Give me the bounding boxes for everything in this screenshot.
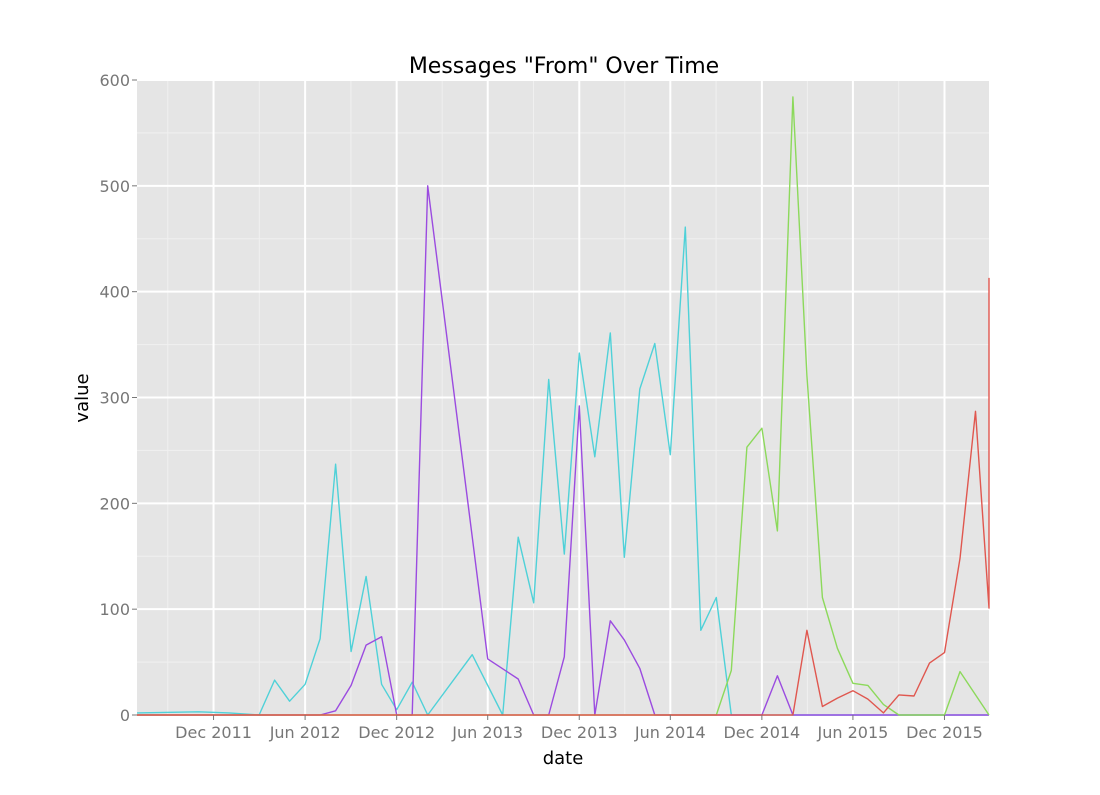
y-tick-label: 0	[120, 706, 130, 725]
series-layer	[136, 96, 990, 716]
x-tick-label: Dec 2012	[358, 723, 435, 742]
x-tick-label: Dec 2011	[175, 723, 252, 742]
y-tick-label: 300	[99, 389, 130, 408]
axis-ticks: Dec 2011 Jun 2012 Dec 2012 Jun 2013 Dec 2013…	[99, 71, 982, 742]
y-tick-label: 200	[99, 494, 130, 513]
y-axis-label: value	[72, 373, 93, 422]
y-tick-label: 600	[99, 71, 130, 90]
series-line-3	[137, 96, 990, 716]
y-tick-label: 100	[99, 600, 130, 619]
x-tick-label: Dec 2015	[906, 723, 983, 742]
y-tick-label: 500	[99, 177, 130, 196]
x-axis-label: date	[543, 748, 584, 769]
chart-title: Messages "From" Over Time	[409, 54, 719, 79]
y-tick-label: 400	[99, 283, 130, 302]
x-tick-label: Jun 2015	[817, 723, 889, 742]
x-tick-label: Dec 2013	[541, 723, 618, 742]
x-tick-label: Jun 2012	[269, 723, 341, 742]
x-tick-label: Dec 2014	[723, 723, 800, 742]
x-tick-label: Jun 2014	[634, 723, 706, 742]
x-tick-label: Jun 2013	[451, 723, 523, 742]
series-line-4	[137, 277, 990, 716]
